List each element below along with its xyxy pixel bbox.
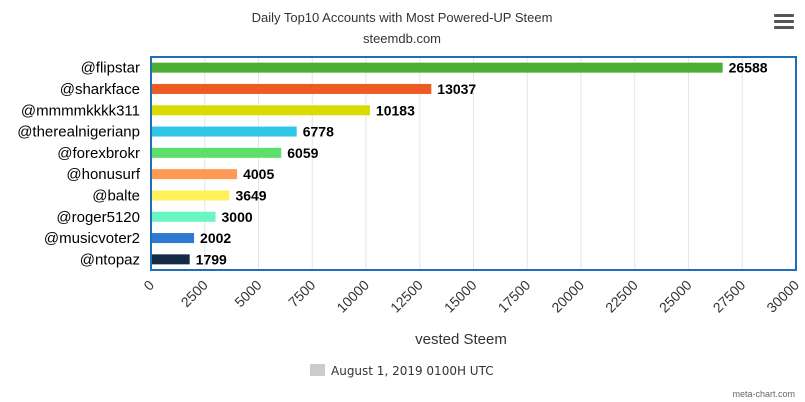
bar[interactable] [151, 190, 230, 201]
menu-bar [774, 14, 794, 17]
bar[interactable] [151, 169, 238, 180]
category-label: @musicvoter2 [44, 230, 140, 247]
x-tick-label: 27500 [710, 277, 749, 316]
legend-swatch [310, 364, 325, 376]
category-label: @honusurf [66, 166, 140, 183]
chart-subtitle: steemdb.com [363, 31, 441, 46]
bar[interactable] [151, 62, 723, 73]
chart-title: Daily Top10 Accounts with Most Powered-U… [252, 10, 553, 25]
bar[interactable] [151, 105, 370, 116]
category-label: @flipstar [81, 60, 140, 77]
legend-label[interactable]: August 1, 2019 0100H UTC [331, 364, 494, 378]
x-tick-label: 17500 [495, 277, 534, 316]
category-label: @roger5120 [56, 209, 140, 226]
x-axis-tick-labels: 0 2500 5000 7500 10000 12500 15000 17500 20000 22… [140, 277, 802, 316]
x-tick-label: 5000 [231, 277, 264, 310]
hamburger-menu-icon[interactable] [774, 14, 794, 32]
data-label: 2002 [200, 230, 231, 246]
bars [151, 62, 723, 265]
legend[interactable]: August 1, 2019 0100H UTC [310, 364, 494, 378]
data-label: 1799 [196, 251, 227, 267]
bar[interactable] [151, 211, 216, 222]
x-tick-label: 15000 [441, 277, 480, 316]
data-label: 13037 [437, 81, 476, 97]
category-label: @forexbrokr [57, 145, 140, 162]
data-label: 6778 [303, 124, 334, 140]
x-tick-label: 22500 [602, 277, 641, 316]
x-tick-label: 20000 [548, 277, 587, 316]
x-tick-label: 25000 [656, 277, 695, 316]
bar[interactable] [151, 83, 432, 94]
menu-bar [774, 26, 794, 29]
category-labels: @flipstar @sharkface @mmmmkkkk311 @therealn… [17, 60, 141, 269]
x-axis-label: vested Steem [415, 331, 507, 348]
data-label: 26588 [729, 60, 768, 76]
plot-area-frame [150, 56, 797, 271]
data-label: 3649 [235, 187, 266, 203]
data-label: 10183 [376, 102, 415, 118]
x-tick-label: 2500 [178, 277, 211, 310]
x-tick-label: 30000 [763, 277, 802, 316]
data-label: 4005 [243, 166, 274, 182]
category-label: @ntopaz [80, 251, 140, 268]
x-tick-label: 10000 [333, 277, 372, 316]
x-tick-label: 7500 [285, 277, 318, 310]
bar[interactable] [151, 254, 190, 265]
data-label: 6059 [287, 145, 318, 161]
menu-bar [774, 20, 794, 23]
category-label: @mmmmkkkk311 [21, 102, 140, 119]
data-labels: 26588 13037 10183 6778 6059 4005 3649 3000 2002 1… [196, 60, 768, 268]
x-tick-label: 12500 [387, 277, 426, 316]
credit-text[interactable]: meta-chart.com [732, 389, 795, 399]
category-label: @balte [92, 187, 140, 204]
bar[interactable] [151, 126, 297, 137]
data-label: 3000 [222, 209, 253, 225]
bar[interactable] [151, 147, 282, 158]
category-label: @sharkface [60, 81, 140, 98]
category-label: @therealnigerianp [17, 124, 140, 141]
bar[interactable] [151, 233, 195, 244]
x-tick-label: 0 [140, 277, 157, 294]
